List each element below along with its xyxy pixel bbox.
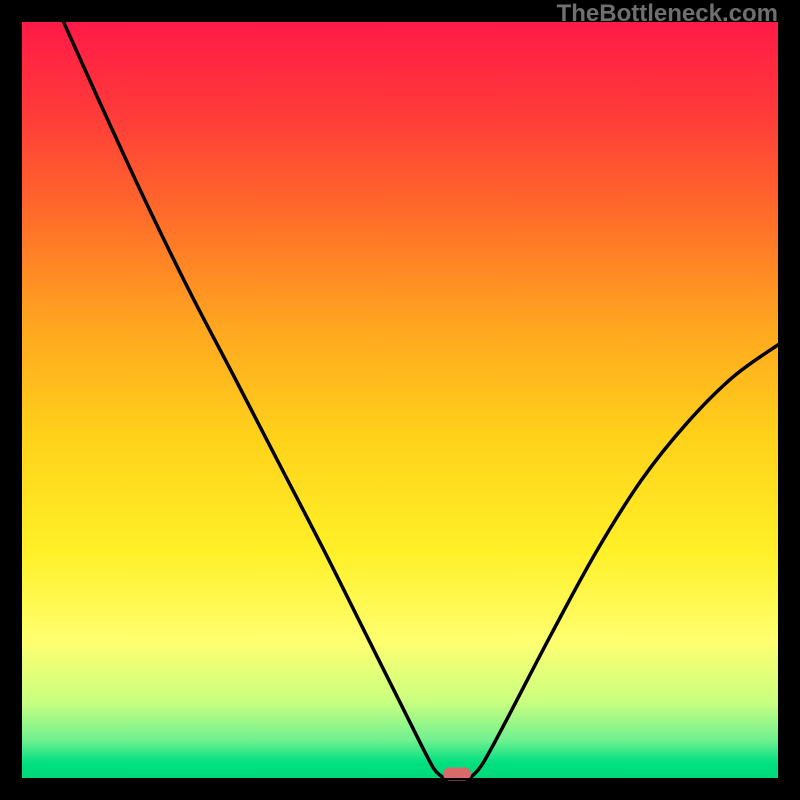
plot-area xyxy=(22,22,778,778)
watermark-text: TheBottleneck.com xyxy=(557,0,778,28)
bottleneck-curve xyxy=(22,22,778,778)
curve-path xyxy=(64,22,778,776)
chart-canvas: TheBottleneck.com xyxy=(0,0,800,800)
optimum-marker xyxy=(443,768,471,781)
